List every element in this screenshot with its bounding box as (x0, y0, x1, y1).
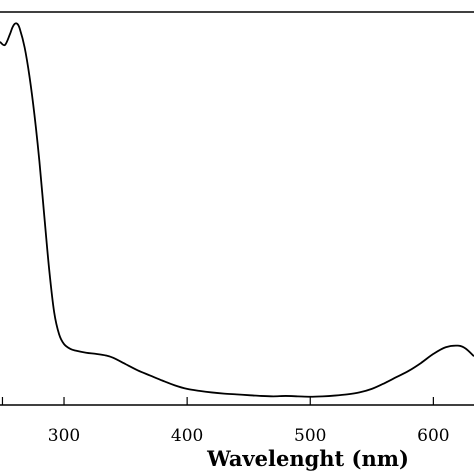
x-tick-label-400: 400 (171, 426, 203, 446)
x-axis-title: Wavelenght (nm) (206, 446, 409, 471)
x-tick-label-300: 300 (48, 426, 80, 446)
x-tick-label-500: 500 (294, 426, 326, 446)
curve-layer (0, 22, 474, 398)
spectrum-line (0, 22, 474, 398)
x-tick-label-600: 600 (417, 426, 449, 446)
x-axis-tick-labels: 300 400 500 600 (48, 426, 450, 446)
x-axis-ticks (1, 397, 434, 405)
plot-frame (0, 11, 474, 406)
